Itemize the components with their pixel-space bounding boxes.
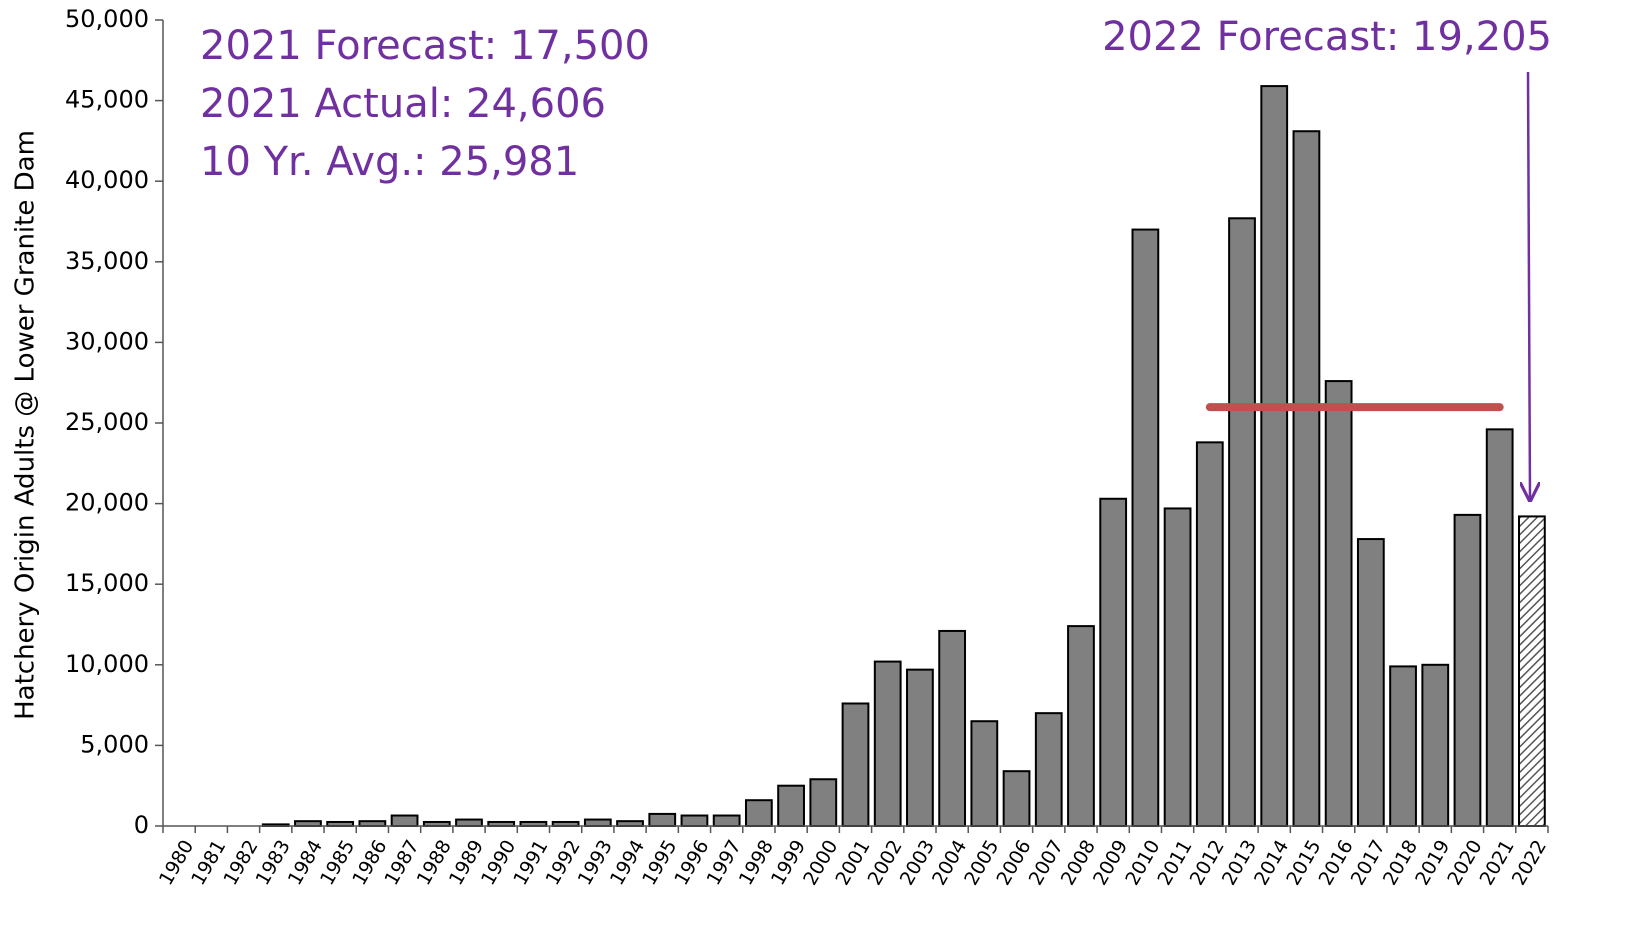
annotation: 10 Yr. Avg.: 25,981 — [200, 139, 579, 185]
bar — [744, 799, 773, 828]
bar — [1292, 130, 1321, 827]
y-tick-label: 15,000 — [65, 569, 149, 597]
bar — [1260, 85, 1289, 828]
bar — [1195, 441, 1224, 827]
bar — [455, 818, 483, 828]
bar — [1163, 507, 1192, 827]
y-axis-label: Hatchery Origin Adults @ Lower Granite D… — [11, 130, 41, 720]
bar — [1356, 538, 1385, 828]
bar — [938, 629, 967, 827]
bar — [1518, 515, 1546, 827]
bar — [1389, 665, 1417, 827]
bar — [390, 814, 419, 827]
bar — [1421, 663, 1450, 827]
y-tick-label: 45,000 — [65, 86, 149, 114]
bar — [777, 784, 805, 828]
annotation: 2022 Forecast: 19,205 — [1102, 14, 1552, 60]
bar — [583, 818, 612, 828]
y-tick-label: 25,000 — [65, 408, 149, 436]
x-tick-label: 2022 — [1508, 836, 1551, 889]
bar — [809, 778, 838, 828]
annotation: 2021 Actual: 24,606 — [200, 81, 606, 127]
y-tick-label: 50,000 — [65, 5, 149, 33]
bar — [1002, 770, 1031, 828]
y-tick-label: 5,000 — [80, 730, 149, 758]
bar — [712, 814, 741, 827]
bar — [1228, 217, 1256, 827]
bar — [1099, 497, 1128, 827]
bar — [873, 660, 902, 827]
y-tick-label: 35,000 — [65, 247, 149, 275]
y-tick-label: 20,000 — [65, 489, 149, 517]
arrow — [1528, 71, 1530, 500]
annotation: 2021 Forecast: 17,500 — [200, 23, 650, 69]
bar — [970, 720, 999, 827]
y-tick-label: 40,000 — [65, 166, 149, 194]
bar — [648, 812, 677, 827]
bar — [680, 814, 709, 827]
bar — [1324, 380, 1353, 827]
bar — [906, 668, 934, 827]
bar — [1485, 428, 1514, 827]
y-tick-label: 0 — [134, 811, 149, 839]
bar — [1453, 513, 1482, 827]
y-tick-label: 30,000 — [65, 327, 149, 355]
bar — [841, 702, 870, 827]
bar — [1131, 228, 1160, 827]
bar — [1067, 625, 1095, 827]
bar — [1034, 712, 1063, 827]
y-tick-label: 10,000 — [65, 650, 149, 678]
